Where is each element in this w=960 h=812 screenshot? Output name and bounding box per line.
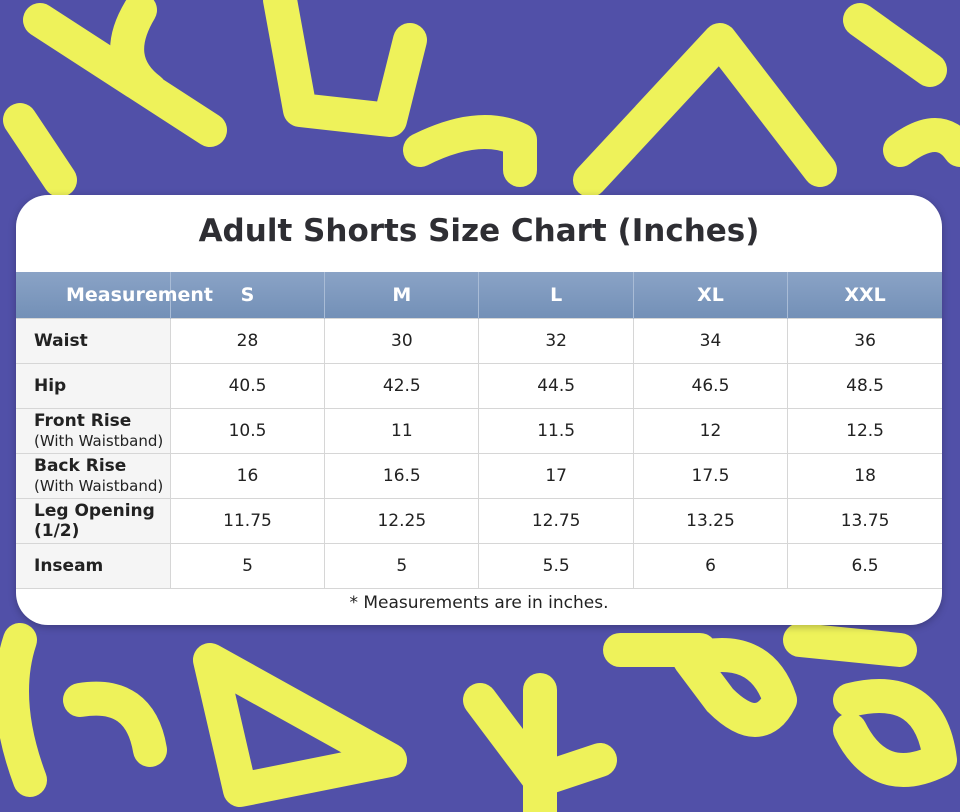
size-value: 30 <box>324 318 479 364</box>
chart-title: Adult Shorts Size Chart (Inches) <box>198 213 760 249</box>
row-label-note: (With Waistband) <box>34 477 164 495</box>
size-value: 13.25 <box>632 498 788 544</box>
size-value: 11.5 <box>478 408 634 454</box>
size-value: 12.75 <box>478 498 634 544</box>
size-value: 17 <box>478 453 634 499</box>
size-value: 32 <box>478 318 634 364</box>
size-value: 6.5 <box>787 543 942 589</box>
size-value: 11 <box>324 408 479 454</box>
size-value: 12 <box>632 408 788 454</box>
size-value: 5.5 <box>478 543 634 589</box>
size-value: 13.75 <box>787 498 942 544</box>
row-label-note: (With Waistband) <box>34 432 164 450</box>
size-value: 5 <box>169 543 325 589</box>
size-value: 28 <box>169 318 325 364</box>
size-value: 18 <box>787 453 942 499</box>
size-header: M <box>324 272 479 319</box>
size-value: 11.75 <box>169 498 325 544</box>
size-header: XXL <box>787 272 942 319</box>
table-row: Hip 40.5 42.5 44.5 46.5 48.5 <box>16 363 942 409</box>
header-row: Measurement S M L XL XXL <box>16 272 942 319</box>
row-label-text: Hip <box>34 376 67 396</box>
size-value: 10.5 <box>169 408 325 454</box>
table-row: Waist 28 30 32 34 36 <box>16 318 942 364</box>
row-label-text: Back Rise <box>34 456 127 476</box>
size-value: 46.5 <box>632 363 788 409</box>
size-header: L <box>478 272 634 319</box>
row-label-text: Waist <box>34 331 88 351</box>
size-value: 48.5 <box>787 363 942 409</box>
size-chart-card: Adult Shorts Size Chart (Inches) Measure… <box>16 195 942 625</box>
size-value: 12.5 <box>787 408 942 454</box>
row-label: Hip <box>16 363 171 409</box>
size-value: 16 <box>169 453 325 499</box>
size-table: Measurement S M L XL XXL Waist 28 30 32 34 36 Hip 40… <box>16 272 942 589</box>
size-value: 16.5 <box>324 453 479 499</box>
size-header: S <box>169 272 325 319</box>
size-value: 42.5 <box>324 363 479 409</box>
measurement-header: Measurement <box>16 272 213 319</box>
size-value: 5 <box>324 543 479 589</box>
row-label-text: Leg Opening (1/2) <box>34 501 155 541</box>
row-label: Back Rise (With Waistband) <box>16 453 171 499</box>
size-header: XL <box>632 272 788 319</box>
size-value: 40.5 <box>169 363 325 409</box>
size-value: 12.25 <box>324 498 479 544</box>
size-value: 44.5 <box>478 363 634 409</box>
size-value: 17.5 <box>632 453 788 499</box>
row-label: Front Rise (With Waistband) <box>16 408 171 454</box>
footnote: * Measurements are in inches. <box>349 593 609 613</box>
table-row: Back Rise (With Waistband) 16 16.5 17 17.5 18 <box>16 453 942 499</box>
row-label-text: Front Rise <box>34 411 132 431</box>
table-row: Front Rise (With Waistband) 10.5 11 11.5 12 1… <box>16 408 942 454</box>
size-value: 34 <box>632 318 788 364</box>
table-row: Inseam 5 5 5.5 6 6.5 <box>16 543 942 589</box>
row-label: Inseam <box>16 543 171 589</box>
row-label: Waist <box>16 318 171 364</box>
row-label: Leg Opening (1/2) <box>16 498 171 544</box>
size-value: 36 <box>787 318 942 364</box>
row-label-text: Inseam <box>34 556 104 576</box>
table-row: Leg Opening (1/2) 11.75 12.25 12.75 13.25 13.… <box>16 498 942 544</box>
size-value: 6 <box>632 543 788 589</box>
